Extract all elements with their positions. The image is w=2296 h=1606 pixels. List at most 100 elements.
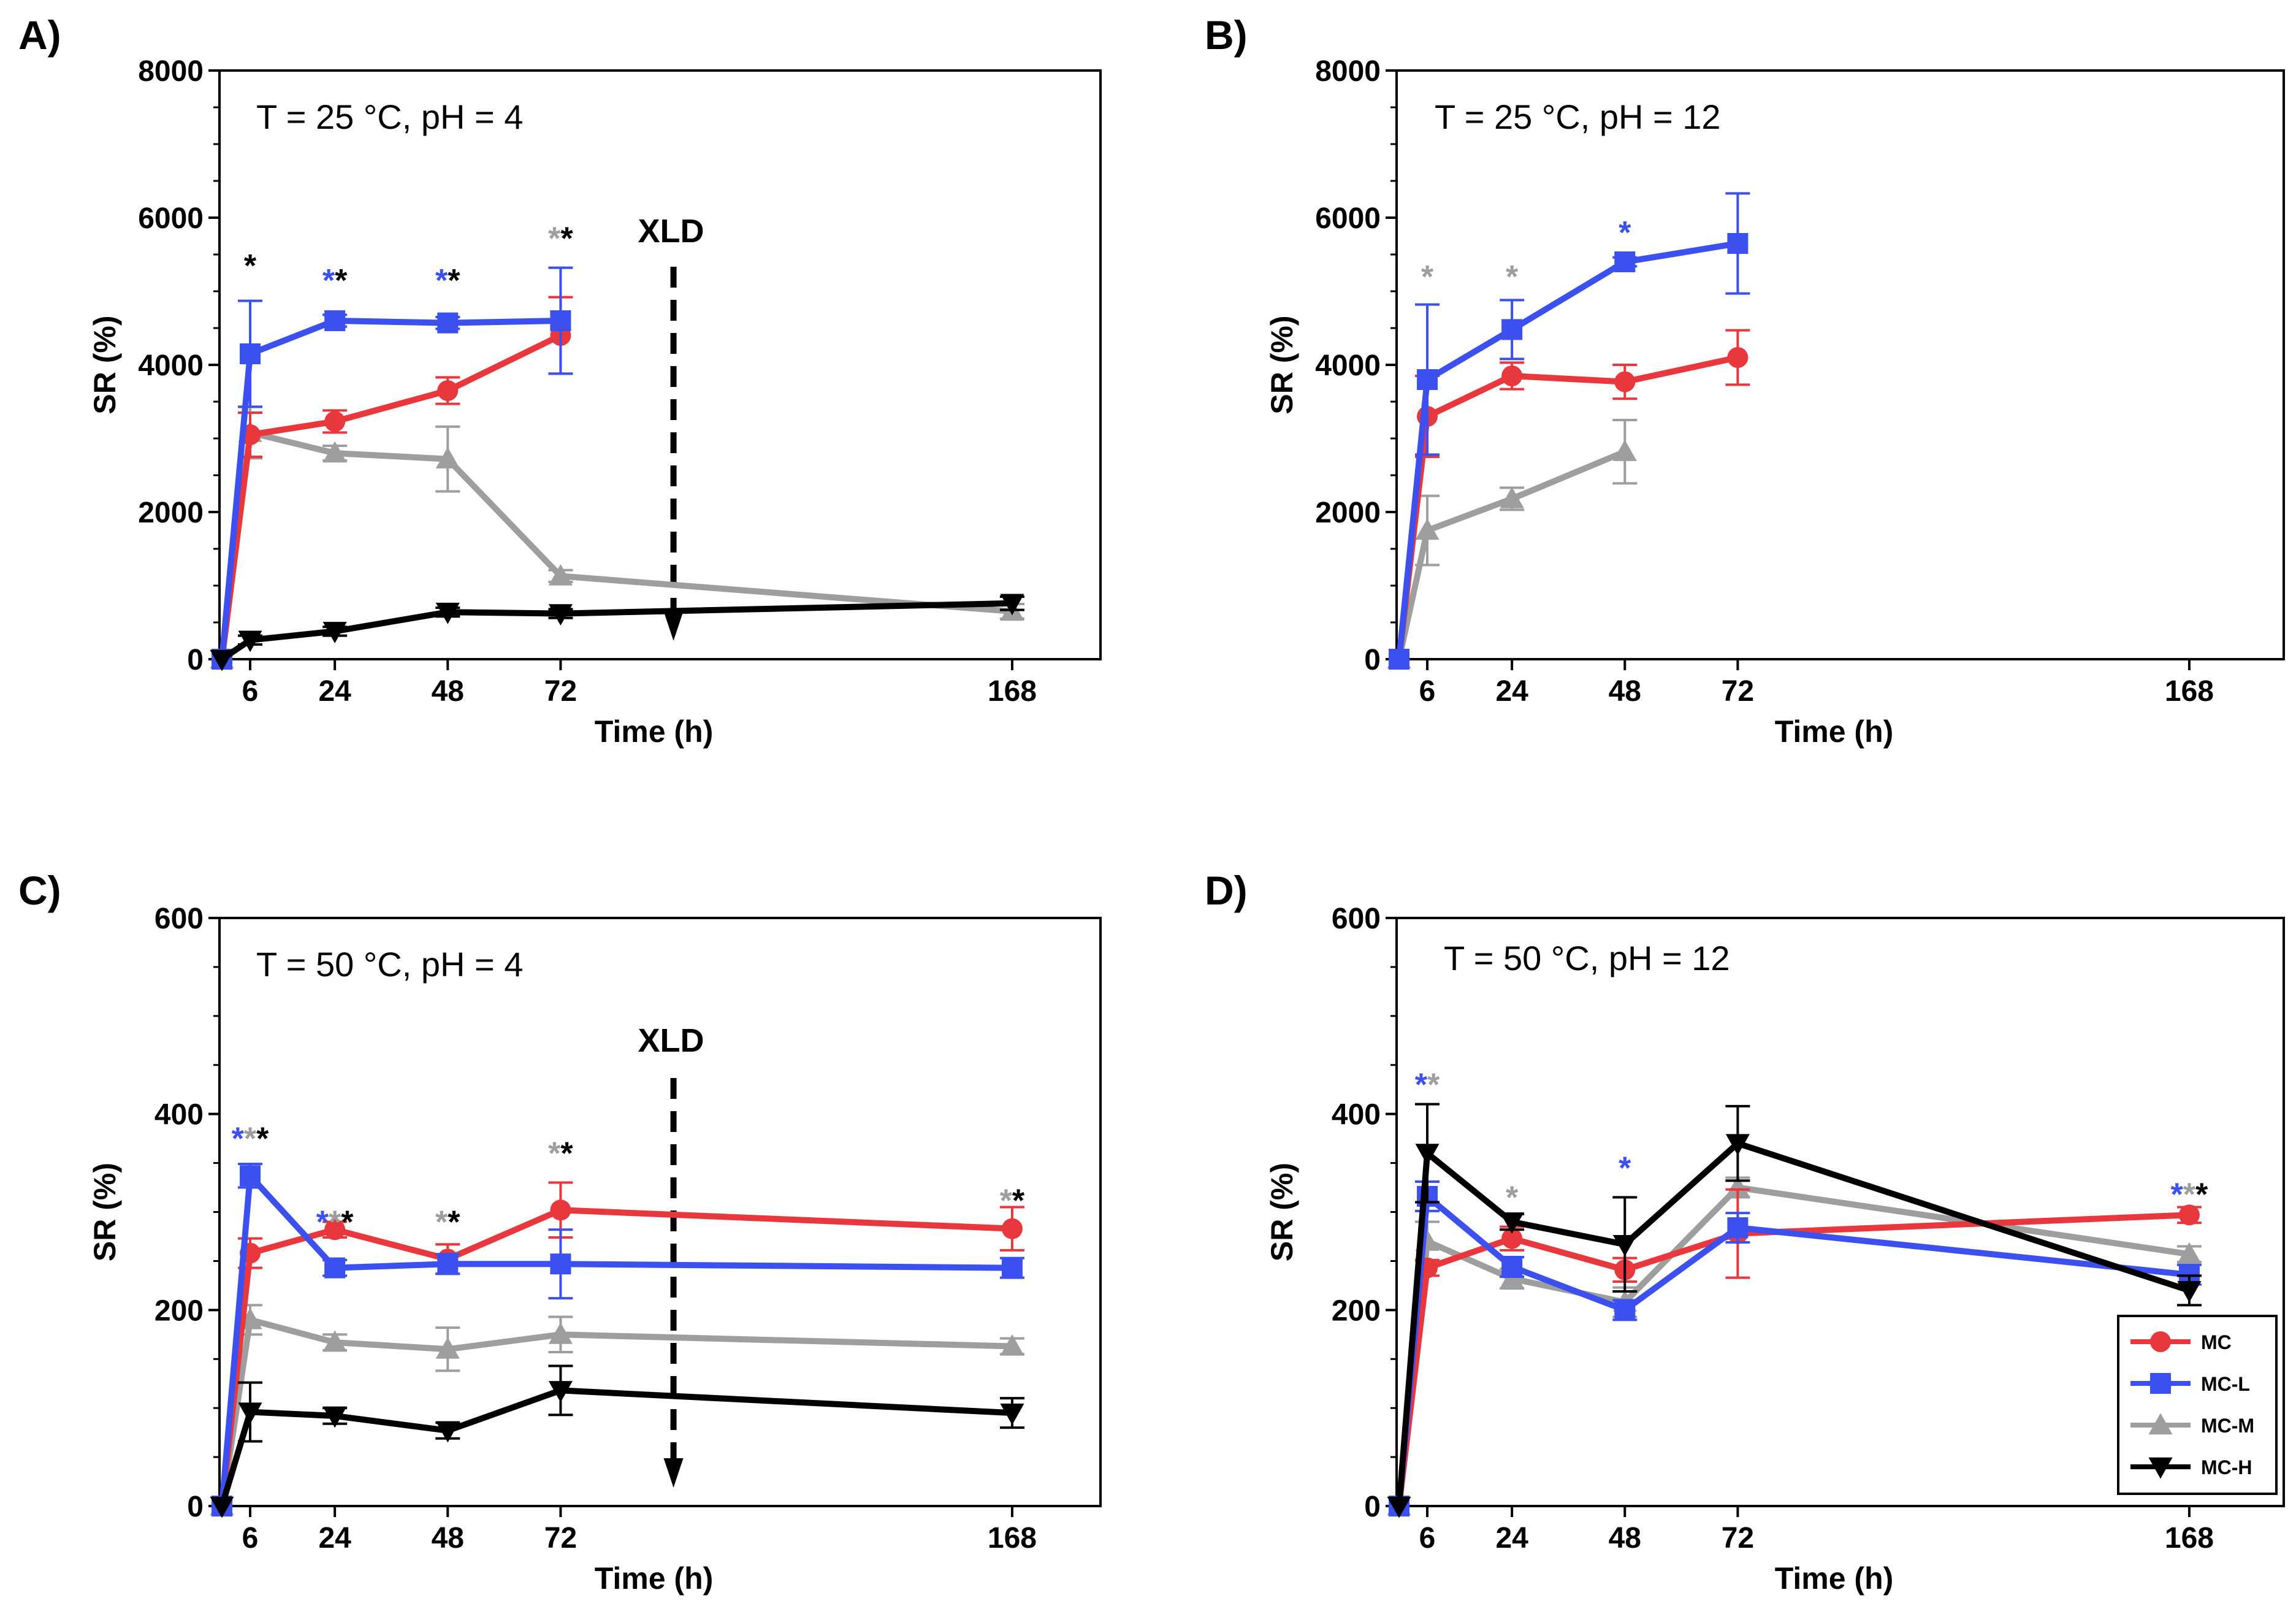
data-point xyxy=(1614,1299,1636,1321)
significance-stars: ** xyxy=(1000,1183,1025,1218)
data-point xyxy=(435,1337,460,1359)
x-tick-label: 48 xyxy=(432,1522,464,1554)
x-tick-label: 72 xyxy=(544,1522,577,1554)
significance-stars: *** xyxy=(316,1204,354,1240)
legend-marker xyxy=(2148,1413,2173,1435)
y-tick-label: 2000 xyxy=(138,497,204,529)
panel-label: D) xyxy=(1205,868,1248,913)
data-point xyxy=(550,1253,571,1275)
series-mc xyxy=(1389,329,1750,670)
condition-text: T = 50 °C, pH = 12 xyxy=(1444,939,1730,977)
data-point xyxy=(1725,1175,1750,1197)
chart-panel-4: D) T = 50 °C, pH = 12 0 200 400 600 6 24 48 72 168… xyxy=(1205,868,2285,1596)
y-tick-label: 400 xyxy=(1332,1099,1381,1131)
data-point xyxy=(435,1421,460,1443)
data-point xyxy=(238,1402,262,1424)
data-point xyxy=(1501,365,1523,386)
data-point xyxy=(548,1322,573,1344)
x-tick-label: 168 xyxy=(2165,675,2214,708)
y-tick-label: 200 xyxy=(1332,1294,1381,1327)
y-tick-label: 6000 xyxy=(138,202,204,235)
condition-text: T = 50 °C, pH = 4 xyxy=(256,945,523,984)
series-line xyxy=(219,1172,1012,1507)
significance-stars: ** xyxy=(322,263,348,299)
series-line xyxy=(219,318,561,660)
data-point xyxy=(1417,369,1438,390)
significance-stars: * xyxy=(1506,259,1519,295)
x-tick-label: 72 xyxy=(544,675,577,708)
series-mc-m xyxy=(1387,419,1638,669)
data-point xyxy=(324,411,346,432)
series-mc-h xyxy=(1387,1103,2202,1518)
data-point xyxy=(1415,1144,1440,1166)
data-point xyxy=(1614,371,1636,392)
data-point xyxy=(437,312,459,334)
y-tick-label: 4000 xyxy=(138,350,204,382)
x-tick-label: 168 xyxy=(988,1522,1037,1554)
data-point xyxy=(1727,233,1749,254)
x-tick-label: 24 xyxy=(318,675,351,708)
xld-arrow-head xyxy=(663,611,684,641)
data-point xyxy=(1000,594,1024,616)
condition-text: T = 25 °C, pH = 12 xyxy=(1435,98,1721,136)
panel-label: A) xyxy=(18,12,61,58)
legend: MC MC-L MC-M MC-H xyxy=(2117,1315,2278,1495)
y-tick-label: 0 xyxy=(1364,644,1381,676)
data-point xyxy=(240,343,261,364)
y-axis-title: SR (%) xyxy=(1265,315,1299,414)
data-point xyxy=(1501,1256,1523,1278)
x-tick-label: 6 xyxy=(1419,675,1436,708)
data-point xyxy=(550,1199,571,1221)
data-point xyxy=(2177,1242,2202,1264)
data-point xyxy=(210,1496,234,1518)
series-line xyxy=(1396,448,1627,660)
series-line xyxy=(1396,1140,2191,1507)
data-point xyxy=(238,630,262,652)
y-axis-title: SR (%) xyxy=(88,1163,122,1261)
significance-stars: * xyxy=(244,248,257,284)
significance-stars: ** xyxy=(435,1204,460,1240)
x-tick-label: 48 xyxy=(432,675,464,708)
data-point xyxy=(324,1257,346,1279)
data-point xyxy=(322,622,347,643)
data-point xyxy=(324,310,346,331)
data-point xyxy=(1727,1217,1749,1239)
x-tick-label: 6 xyxy=(1419,1522,1436,1554)
legend-marker xyxy=(2150,1373,2171,1394)
data-point xyxy=(1501,319,1523,340)
data-point xyxy=(1500,486,1524,508)
data-point xyxy=(322,1406,347,1428)
x-tick-label: 72 xyxy=(1722,1522,1754,1554)
series-mc-l xyxy=(1389,192,1750,670)
y-tick-label: 0 xyxy=(187,644,204,676)
data-point xyxy=(437,1253,459,1275)
y-tick-label: 8000 xyxy=(138,55,204,88)
legend-label: MC xyxy=(2201,1331,2232,1353)
significance-stars: ** xyxy=(1415,1068,1440,1103)
y-axis-title: SR (%) xyxy=(1265,1163,1299,1261)
x-tick-label: 48 xyxy=(1609,675,1641,708)
data-point xyxy=(435,447,460,468)
data-point xyxy=(1415,518,1440,540)
y-tick-label: 8000 xyxy=(1315,55,1381,88)
data-point xyxy=(322,441,347,463)
data-point xyxy=(1612,1234,1637,1256)
y-tick-label: 0 xyxy=(1364,1491,1381,1523)
x-tick-label: 24 xyxy=(318,1522,351,1554)
panel-label: B) xyxy=(1205,12,1248,58)
series-line xyxy=(1396,354,1739,660)
xld-arrow-head xyxy=(663,1458,684,1488)
x-tick-label: 72 xyxy=(1722,675,1754,708)
y-tick-label: 2000 xyxy=(1315,497,1381,529)
xld-label: XLD xyxy=(638,1022,704,1059)
significance-stars: ** xyxy=(435,263,460,299)
x-axis-title: Time (h) xyxy=(595,714,714,749)
series-mc-h xyxy=(210,1364,1024,1518)
data-point xyxy=(548,564,573,586)
significance-stars: * xyxy=(1506,1180,1519,1216)
significance-stars: *** xyxy=(2171,1177,2209,1213)
data-point xyxy=(1000,1403,1024,1425)
legend-box xyxy=(2117,1315,2278,1495)
plot-frame xyxy=(218,69,1102,660)
significance-stars: ** xyxy=(548,1136,573,1172)
